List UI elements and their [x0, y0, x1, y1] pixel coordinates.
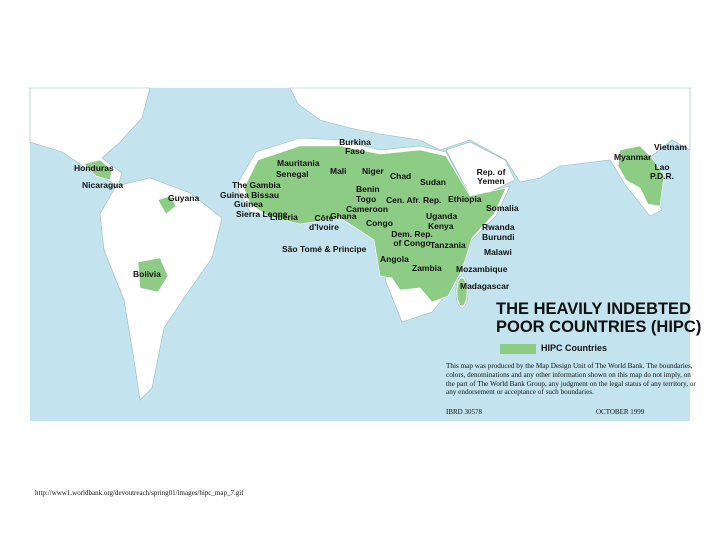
country-label: Congo: [366, 218, 393, 228]
country-label: Rwanda: [482, 222, 515, 232]
country-label: Guyana: [168, 193, 200, 203]
country-label: The Gambia: [232, 180, 281, 190]
country-label: Lao P.D.R.: [650, 162, 674, 181]
country-label: Côte d'Ivoire: [309, 213, 339, 232]
country-label: Tanzania: [430, 240, 466, 250]
country-label: Benin: [356, 184, 380, 194]
country-label: Uganda: [426, 211, 458, 221]
country-label: Ethiopia: [448, 194, 482, 204]
legend-label: HIPC Countries: [541, 343, 608, 353]
country-label: Togo: [356, 194, 377, 204]
map-date: OCTOBER 1999: [596, 408, 645, 416]
country-label: Burkina Faso: [339, 137, 371, 156]
country-label: Liberia: [270, 212, 298, 222]
country-label: Somalia: [486, 203, 519, 213]
country-label: Mozambique: [456, 264, 508, 274]
country-label: Guinea: [234, 199, 263, 209]
country-label: Sierra Leone: [236, 209, 288, 219]
country-label: Angola: [380, 254, 409, 264]
country-label: Guinea Bissau: [220, 190, 280, 200]
country-label: Vietnam: [654, 142, 687, 152]
country-label: Chad: [390, 171, 412, 181]
country-label: Cameroon: [346, 204, 389, 214]
country-label: Madagascar: [460, 281, 510, 291]
ibrd-number: IBRD 30578: [446, 408, 482, 416]
country-label: Kenya: [428, 221, 454, 231]
country-label: Burundi: [482, 232, 515, 242]
country-label: Mauritania: [277, 158, 320, 168]
country-label: Bolivia: [133, 269, 161, 279]
country-label: Senegal: [276, 169, 309, 179]
legend-swatch: [500, 344, 536, 354]
country-label: Sudan: [420, 177, 446, 187]
country-label: Rep. of Yemen: [476, 167, 506, 186]
country-label: Niger: [362, 166, 384, 176]
country-label: São Tomé & Principe: [282, 244, 367, 254]
country-label: Cen. Afr. Rep.: [386, 195, 442, 205]
hipc-area: [83, 145, 665, 307]
country-label: Honduras: [74, 163, 114, 173]
country-label: Dem. Rep. of Congo: [391, 229, 433, 248]
country-label: Myanmar: [614, 152, 652, 162]
country-label: Mali: [330, 166, 347, 176]
country-label: Malawi: [484, 247, 512, 257]
map-title: THE HEAVILY INDEBTED POOR COUNTRIES (HIP…: [496, 300, 702, 336]
disclaimer: This map was produced by the Map Design …: [446, 362, 696, 397]
source-url: http://www1.worldbank.org/devoutreach/sp…: [35, 489, 244, 497]
country-label: Zambia: [412, 263, 442, 273]
country-label: Ghana: [330, 211, 357, 221]
country-label: Nicaragua: [82, 180, 124, 190]
